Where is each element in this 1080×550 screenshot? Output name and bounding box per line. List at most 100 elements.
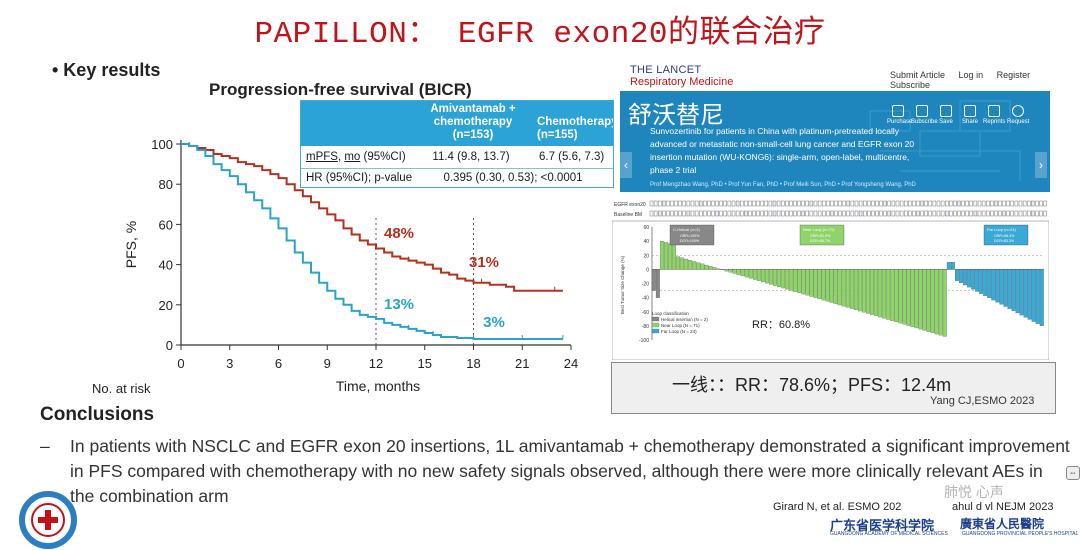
expand-icon[interactable]: ⇔ [1066,466,1080,480]
km-annotation: 31% [469,254,499,271]
track-cell [838,200,842,207]
header-amivantamab: Amivantamab + chemotherapy (n=153) [430,103,516,141]
waterfall-bar [801,269,806,295]
waterfall-bar [813,269,818,298]
waterfall-bar [692,261,697,270]
waterfall-bar [756,269,761,281]
track-cell [678,210,682,217]
waterfall-bars [651,241,1044,337]
wf-y-tick-label: -60 [642,310,649,316]
track-cell [1039,200,1043,207]
track-cell [739,210,744,217]
waterfall-bar [696,262,701,270]
track-cell [711,200,715,207]
track-cell [1010,200,1014,207]
waterfall-bar [672,244,676,270]
track-cell [965,200,969,207]
wf-y-tick-label: 20 [643,253,649,259]
reprints-icon [988,105,1000,117]
waterfall-bar [748,269,753,279]
track-cell [744,210,748,217]
banner-prev-button[interactable]: ‹ [620,152,632,178]
waterfall-bar [684,258,689,270]
key-results-bullet: • Key results [52,60,161,80]
track-cell [707,210,711,217]
reprints-button[interactable]: Reprints [983,105,1005,125]
track-label: EGFR exon20 [614,202,646,208]
group-box-label: Far Loop (n=24) [987,227,1016,232]
waterfall-bar [1007,269,1012,309]
track-cell [662,200,666,207]
waterfall-bar [890,269,895,321]
x-tick-label: 6 [275,356,282,371]
waterfall-bar [910,269,915,327]
km-axes: 0 20 40 60 80 100 0 3 6 9 12 15 18 21 24 Time, months PF… [123,137,578,394]
waterfall-bar [720,269,725,270]
waterfall-bar [906,269,911,326]
waterfall-bar [797,269,802,293]
waterfall-bar [882,269,887,319]
track-cell [686,210,691,217]
track-cell [711,210,715,217]
waterfall-bar [874,269,879,316]
track-cell [862,200,867,207]
share-button[interactable]: Share [959,105,981,125]
watermark-text: 肺悦 心声 [944,484,1004,500]
y-tick-label: 40 [159,258,173,273]
waterfall-bar [849,269,854,309]
nav-subscribe[interactable]: Subscribe [890,80,931,90]
track-cell [1002,200,1006,207]
track-cell [772,210,777,217]
nav-log-in[interactable]: Log in [958,70,984,80]
waterfall-bar [809,269,814,297]
track-cell [1002,210,1006,217]
track-cell [694,200,699,207]
track-cell [686,200,691,207]
article-headline[interactable]: Sunvozertinib for patients in China with… [650,126,915,175]
track-cell [862,210,867,217]
slide-title: PAPILLON： EGFR exon20的联合治疗 [254,17,826,52]
track-cell [879,200,883,207]
track-cell [797,210,801,217]
waterfall-bar [930,269,935,333]
track-cell [715,210,719,217]
track-cell [662,210,666,217]
track-label: Baseline BM [614,212,642,218]
track-cell [830,200,834,207]
track-cell [949,200,953,207]
track-cell [895,210,900,217]
banner-next-button[interactable]: › [1035,152,1047,178]
track-cell [842,200,846,207]
article-banner [620,91,1050,192]
hospital-seal-logo [19,491,77,549]
track-cell [1039,210,1043,217]
request-button[interactable]: Request [1007,105,1029,125]
track-cell [756,200,760,207]
track-cell [785,200,789,207]
nav-register[interactable]: Register [996,70,1031,80]
track-cell [670,210,674,217]
purchase-button[interactable]: Purchase [887,105,912,125]
y-tick-label: 60 [159,217,173,232]
track-cell [768,200,773,207]
save-button[interactable]: Save [935,105,957,125]
wf-y-tick-label: -100 [639,338,649,344]
track-cell [776,200,781,207]
track-cell [990,210,994,217]
legend-entry: Near Loop (N = 71) [661,323,700,328]
waterfall-bar [821,269,826,301]
track-cell [694,210,699,217]
waterfall-bar [825,269,830,302]
track-cell [916,210,920,217]
track-cell [945,210,949,217]
track-cell [899,210,904,217]
track-cell [932,210,937,217]
track-cell [1031,210,1035,217]
track-cell [813,200,818,207]
track-cell [973,200,978,207]
table-header: Amivantamab + chemotherapy (n=153) Chemo… [301,101,613,146]
subscribe-button[interactable]: Subscribe [911,105,938,125]
nav-submit-article[interactable]: Submit Article [890,70,946,80]
x-tick-label: 21 [515,356,529,371]
wf-y-tick-label: 40 [643,239,649,245]
